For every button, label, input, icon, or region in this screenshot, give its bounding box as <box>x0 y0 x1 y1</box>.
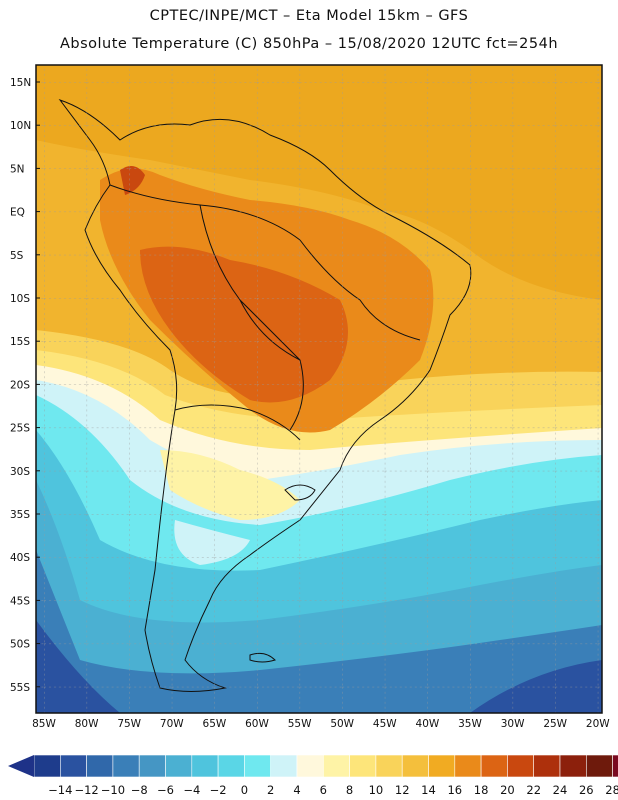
map-title: CPTEC/INPE/MCT – Eta Model 15km – GFS <box>149 8 469 24</box>
colorbar-swatch <box>138 754 166 778</box>
lat-label: 15S <box>10 336 30 348</box>
colorbar-swatch <box>428 754 456 778</box>
colorbar-swatch <box>559 754 587 778</box>
lat-label: 20S <box>10 379 30 391</box>
colorbar-swatch <box>59 754 87 778</box>
lat-label: 25S <box>10 423 30 435</box>
colorbar-swatch <box>244 754 271 778</box>
colorbar-tick-label: 6 <box>320 783 327 797</box>
colorbar-tick-label: −12 <box>74 783 98 797</box>
colorbar-tick-label: 26 <box>579 783 594 797</box>
colorbar-tick-label: 22 <box>526 783 541 797</box>
lat-label: 5N <box>10 163 25 175</box>
lat-label: 40S <box>10 552 30 564</box>
lon-label: 70W <box>160 718 184 730</box>
colorbar-tick-label: 10 <box>369 783 384 797</box>
lat-label: 55S <box>10 682 30 694</box>
lon-label: 50W <box>330 718 354 730</box>
colorbar-tick-label: 20 <box>500 783 515 797</box>
colorbar-tick-label: −10 <box>101 783 125 797</box>
lon-label: 85W <box>32 718 56 730</box>
colorbar-swatch <box>322 754 350 778</box>
colorbar-tick-label: −8 <box>131 783 148 797</box>
lon-label: 55W <box>288 718 312 730</box>
colorbar-swatch <box>112 754 140 778</box>
colorbar-tick-label: 2 <box>267 783 274 797</box>
colorbar-swatch <box>191 754 219 778</box>
lon-label: 35W <box>458 718 482 730</box>
colorbar-swatch <box>33 754 61 778</box>
colorbar-swatch <box>165 754 193 778</box>
colorbar-swatch <box>585 754 613 778</box>
lon-label: 75W <box>117 718 141 730</box>
colorbar-swatch <box>86 754 114 778</box>
lat-label: 15N <box>10 77 31 89</box>
lon-label: 40W <box>416 718 440 730</box>
colorbar-tick-label: 24 <box>553 783 568 797</box>
colorbar-tick-label: 16 <box>447 783 462 797</box>
latitude-labels: 15N 10N 5N EQ 5S 10S 15S 20S 25S 30S 35S 40S 45S 50S 5… <box>10 77 40 694</box>
map-subtitle: Absolute Temperature (C) 850hPa – 15/08/… <box>59 36 559 52</box>
colorbar-tick-label: −14 <box>48 783 72 797</box>
lat-label: EQ <box>10 207 25 219</box>
lat-label: 50S <box>10 639 30 651</box>
lat-label: 45S <box>10 595 30 607</box>
longitude-labels: 85W 80W 75W 70W 65W 60W 55W 50W 45W 40W 35W 30W 25W 2… <box>32 718 610 730</box>
colorbar-swatch <box>454 754 482 778</box>
colorbar-tick-label: −4 <box>183 783 200 797</box>
lon-label: 45W <box>373 718 397 730</box>
colorbar-swatch <box>612 754 618 778</box>
colorbar-min-arrow <box>8 755 34 777</box>
lon-label: 80W <box>75 718 99 730</box>
colorbar-tick-label: 12 <box>395 783 410 797</box>
colorbar-swatch <box>507 754 534 778</box>
lon-label: 25W <box>543 718 567 730</box>
colorbar-tick-label: 14 <box>421 783 436 797</box>
colorbar-swatch <box>375 754 403 778</box>
map-frame <box>35 64 603 714</box>
lat-label: 10N <box>10 120 31 132</box>
colorbar-swatch <box>533 754 561 778</box>
colorbar-swatch <box>480 754 508 778</box>
lon-label: 65W <box>203 718 227 730</box>
colorbar: −14 −12 −10 −8 −6 −4 −2 0 2 4 6 8 10 12 14 16 18 20 22 24 26… <box>8 754 618 797</box>
colorbar-tick-label: −6 <box>157 783 174 797</box>
colorbar-tick-label: −2 <box>210 783 227 797</box>
colorbar-swatch <box>296 754 324 778</box>
lat-label: 30S <box>10 466 30 478</box>
colorbar-tick-label: 4 <box>293 783 300 797</box>
lon-label: 60W <box>245 718 269 730</box>
lat-label: 35S <box>10 509 30 521</box>
colorbar-tick-label: 28 <box>605 783 618 797</box>
colorbar-tick-label: 18 <box>474 783 489 797</box>
colorbar-swatch <box>349 754 377 778</box>
lat-label: 5S <box>10 250 24 262</box>
lon-label: 30W <box>501 718 525 730</box>
colorbar-swatch <box>270 754 298 778</box>
colorbar-swatch <box>401 754 429 778</box>
colorbar-tick-label: 8 <box>346 783 353 797</box>
colorbar-swatch <box>217 754 245 778</box>
colorbar-tick-label: 0 <box>241 783 248 797</box>
lat-label: 10S <box>10 293 30 305</box>
graticule <box>36 65 602 713</box>
lon-label: 20W <box>586 718 610 730</box>
